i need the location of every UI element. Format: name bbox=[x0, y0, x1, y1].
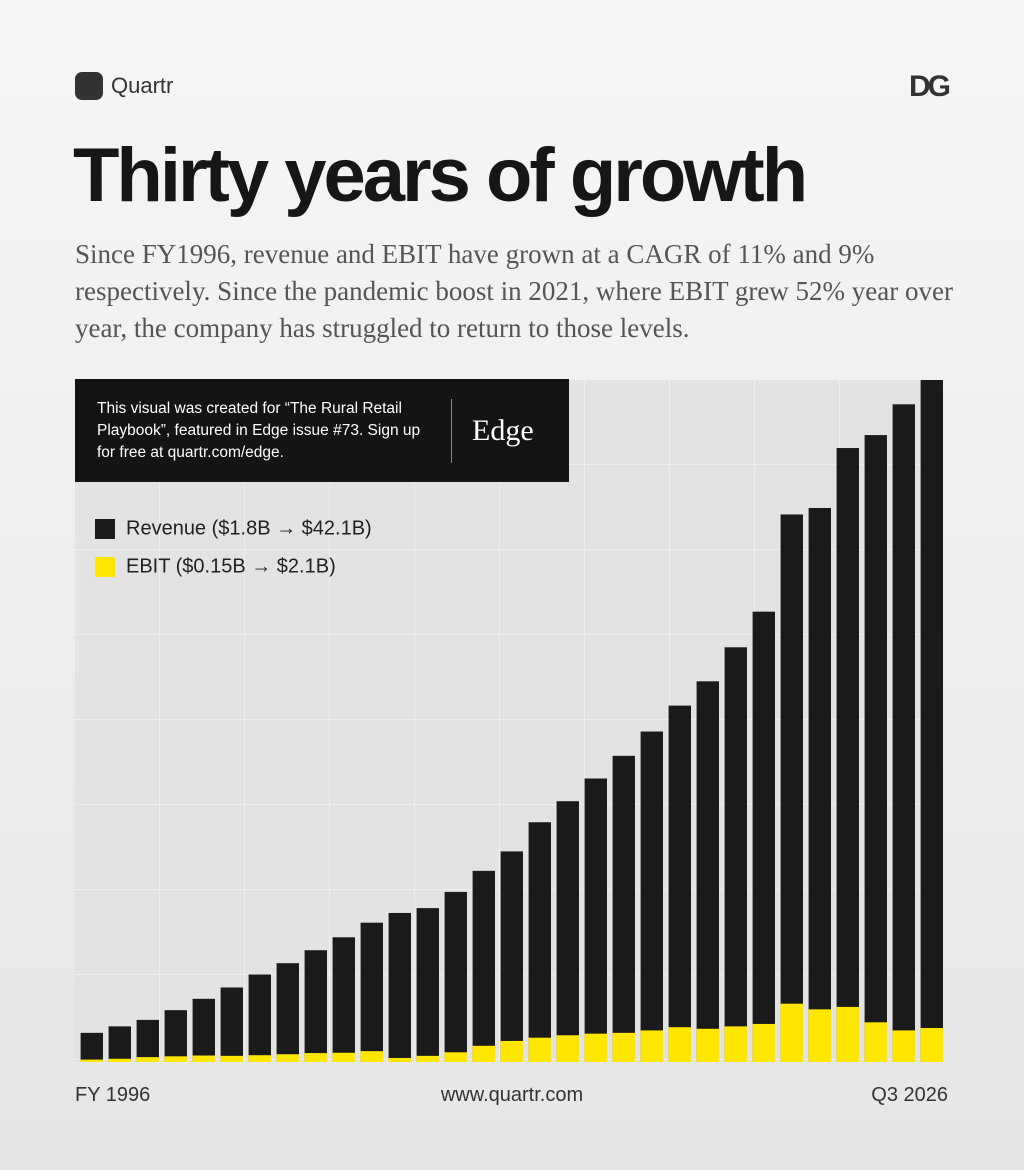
legend-swatch bbox=[95, 519, 115, 539]
bar bbox=[192, 1055, 215, 1062]
bar bbox=[500, 851, 523, 1062]
footer-url: www.quartr.com bbox=[440, 1084, 584, 1106]
bar bbox=[276, 1054, 299, 1062]
partner-logo: DG bbox=[909, 70, 951, 103]
bar bbox=[556, 1035, 579, 1062]
bar bbox=[388, 912, 411, 1062]
bar bbox=[360, 922, 383, 1062]
bar bbox=[612, 1032, 635, 1062]
bar bbox=[248, 1055, 271, 1062]
bar bbox=[416, 1055, 439, 1062]
bar bbox=[668, 1027, 691, 1062]
bar bbox=[864, 435, 887, 1063]
bar bbox=[444, 891, 467, 1062]
bar bbox=[472, 1045, 495, 1062]
bar bbox=[920, 1027, 943, 1062]
bar bbox=[640, 731, 663, 1062]
bar bbox=[164, 1056, 187, 1062]
x-tick-label: Q3 2026 bbox=[871, 1084, 948, 1106]
legend: Revenue ($1.8B → $42.1B) EBIT ($0.15B → $… bbox=[95, 517, 372, 577]
brand-name: Quartr bbox=[111, 73, 174, 98]
separator bbox=[451, 398, 452, 463]
bar bbox=[892, 1030, 915, 1062]
bar bbox=[836, 448, 859, 1063]
bar bbox=[192, 998, 215, 1062]
bar bbox=[836, 1006, 859, 1062]
bar bbox=[528, 1037, 551, 1062]
bar bbox=[360, 1051, 383, 1062]
bar bbox=[388, 1057, 411, 1062]
bar bbox=[584, 778, 607, 1062]
bar bbox=[500, 1040, 523, 1062]
bar bbox=[752, 611, 775, 1062]
bar bbox=[248, 974, 271, 1062]
bar bbox=[696, 681, 719, 1062]
bar bbox=[80, 1032, 103, 1062]
note-logo: Edge bbox=[472, 413, 534, 447]
bars bbox=[80, 380, 943, 1063]
bar bbox=[668, 705, 691, 1062]
bar bbox=[780, 514, 803, 1062]
chart-title: Thirty years of growth bbox=[73, 133, 808, 218]
bar bbox=[808, 1009, 831, 1062]
bar bbox=[780, 1003, 803, 1062]
legend-label: Revenue ($1.8B → $42.1B) bbox=[126, 517, 372, 539]
bar bbox=[220, 1055, 243, 1062]
bar bbox=[556, 801, 579, 1062]
chart-subtitle: Since FY1996, revenue and EBIT have grow… bbox=[75, 239, 953, 343]
bar bbox=[108, 1058, 131, 1062]
bar bbox=[136, 1019, 159, 1062]
bar bbox=[892, 404, 915, 1062]
bar bbox=[276, 963, 299, 1062]
bar bbox=[724, 1026, 747, 1062]
bar bbox=[136, 1057, 159, 1062]
bar bbox=[808, 507, 831, 1062]
note-box: This visual was created for “The Rural R… bbox=[75, 379, 569, 482]
bar bbox=[920, 380, 943, 1062]
x-tick-label: FY 1996 bbox=[75, 1084, 151, 1106]
bar bbox=[416, 908, 439, 1062]
bar bbox=[108, 1026, 131, 1062]
bar bbox=[528, 822, 551, 1062]
bar bbox=[724, 647, 747, 1062]
legend-label: EBIT ($0.15B → $2.1B) bbox=[126, 555, 336, 577]
bar bbox=[584, 1033, 607, 1062]
bar bbox=[444, 1052, 467, 1062]
bar bbox=[304, 1053, 327, 1062]
bar bbox=[332, 937, 355, 1062]
note-text: This visual was created for “The Rural R… bbox=[97, 399, 421, 461]
bar bbox=[304, 950, 327, 1062]
bar bbox=[80, 1059, 103, 1062]
legend-swatch bbox=[95, 557, 115, 577]
bar bbox=[220, 987, 243, 1062]
bar bbox=[164, 1010, 187, 1062]
bar bbox=[640, 1030, 663, 1062]
bar bbox=[752, 1023, 775, 1062]
brand: Quartr bbox=[75, 72, 173, 100]
brand-icon bbox=[75, 72, 103, 100]
bar bbox=[696, 1028, 719, 1062]
bar bbox=[472, 870, 495, 1062]
bar bbox=[332, 1052, 355, 1062]
bar bbox=[864, 1022, 887, 1062]
bar bbox=[612, 755, 635, 1062]
